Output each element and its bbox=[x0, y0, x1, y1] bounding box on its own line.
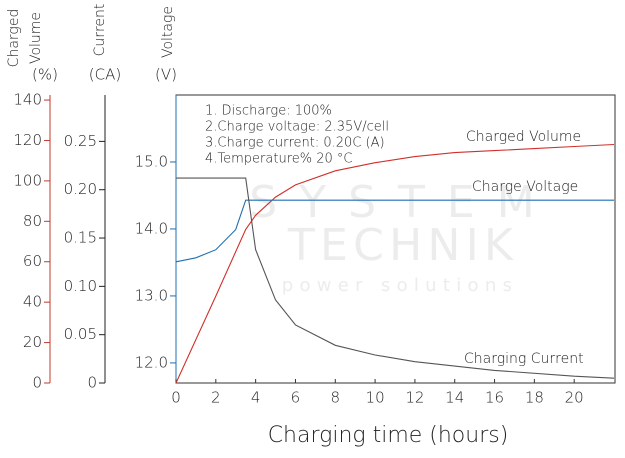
y-tick-label: 120 bbox=[13, 131, 42, 149]
y-tick-label: 40 bbox=[23, 293, 42, 311]
y-tick-label: 14.0 bbox=[135, 219, 168, 237]
series-label: Charging Current bbox=[464, 351, 584, 367]
y-tick-label: 0.20 bbox=[64, 180, 97, 198]
annotation: 4.Temperature% 20 °C bbox=[205, 152, 353, 167]
y-tick-label: 100 bbox=[13, 171, 42, 189]
x-tick-label: 8 bbox=[331, 389, 341, 407]
x-tick-label: 12 bbox=[405, 389, 424, 407]
annotation: 1. Discharge: 100% bbox=[205, 104, 332, 119]
y-tick-label: 0.25 bbox=[64, 132, 97, 150]
series-line bbox=[176, 177, 615, 379]
x-tick-label: 20 bbox=[565, 389, 584, 407]
y-tick-label: 15.0 bbox=[135, 152, 168, 170]
y2-axis-title: Current bbox=[92, 4, 108, 57]
x-tick-label: 4 bbox=[251, 389, 261, 407]
x-tick-label: 6 bbox=[291, 389, 301, 407]
watermark: TECHNIK bbox=[287, 220, 518, 271]
annotation: 2.Charge voltage: 2.35V/cell bbox=[205, 120, 389, 135]
y-tick-label: 0.10 bbox=[64, 277, 97, 295]
y-tick-label: 12.0 bbox=[135, 353, 168, 371]
annotation: 3.Charge current: 0.20C (A) bbox=[205, 136, 385, 151]
y-tick-label: 140 bbox=[13, 91, 42, 109]
y-tick-label: 0 bbox=[87, 374, 97, 392]
y-tick-label: 0 bbox=[32, 374, 42, 392]
series-label: Charged Volume bbox=[466, 129, 581, 145]
y3-axis-unit: (V) bbox=[155, 66, 177, 84]
series-line bbox=[175, 199, 614, 263]
y-tick-label: 13.0 bbox=[135, 286, 168, 304]
x-tick-label: 18 bbox=[525, 389, 544, 407]
watermark: SYSTEM bbox=[249, 177, 556, 228]
x-tick-label: 10 bbox=[366, 389, 385, 407]
x-tick-label: 14 bbox=[445, 389, 464, 407]
y-tick-label: 80 bbox=[23, 212, 42, 230]
x-tick-label: 2 bbox=[211, 389, 221, 407]
watermark: power solutions bbox=[282, 275, 519, 296]
y2-axis-unit: (CA) bbox=[89, 66, 121, 84]
y-axis-title: Volume bbox=[28, 12, 44, 64]
series-label: Charge Voltage bbox=[472, 179, 578, 195]
x-axis-title: Charging time (hours) bbox=[268, 423, 509, 448]
y3-axis-title: Voltage bbox=[160, 6, 176, 58]
x-tick-label: 16 bbox=[485, 389, 504, 407]
series-line bbox=[175, 143, 615, 384]
y-tick-label: 20 bbox=[23, 333, 42, 351]
y-tick-label: 60 bbox=[23, 252, 42, 270]
y-axis-title: Charged bbox=[6, 9, 22, 68]
y-tick-label: 0.15 bbox=[64, 229, 97, 247]
y-axis-unit: (%) bbox=[32, 66, 58, 84]
x-tick-label: 0 bbox=[171, 389, 181, 407]
y-tick-label: 0.05 bbox=[64, 325, 97, 343]
